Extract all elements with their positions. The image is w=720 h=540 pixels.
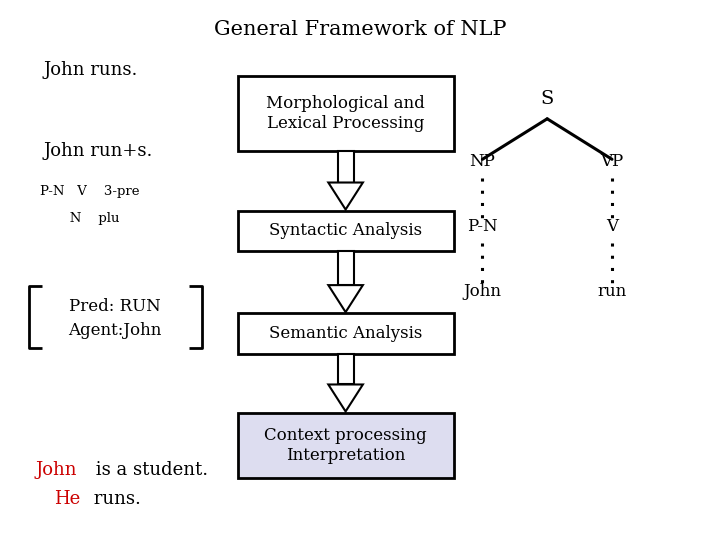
Text: P-N   V    3-pre: P-N V 3-pre <box>40 185 139 198</box>
Text: John: John <box>36 461 78 479</box>
FancyBboxPatch shape <box>338 251 354 285</box>
Text: Syntactic Analysis: Syntactic Analysis <box>269 222 422 239</box>
FancyBboxPatch shape <box>238 76 454 151</box>
FancyBboxPatch shape <box>338 151 354 183</box>
Text: P-N: P-N <box>467 218 498 235</box>
Polygon shape <box>328 384 363 411</box>
Text: General Framework of NLP: General Framework of NLP <box>214 20 506 39</box>
Text: John run+s.: John run+s. <box>43 142 153 160</box>
Text: is a student.: is a student. <box>89 461 207 479</box>
Text: Semantic Analysis: Semantic Analysis <box>269 325 423 342</box>
Text: V: V <box>606 218 618 235</box>
Text: runs.: runs. <box>88 490 140 509</box>
Text: Context processing
Interpretation: Context processing Interpretation <box>264 427 427 464</box>
Text: S: S <box>541 90 554 108</box>
Polygon shape <box>328 183 363 210</box>
Polygon shape <box>328 285 363 312</box>
Text: VP: VP <box>600 153 624 170</box>
FancyBboxPatch shape <box>238 313 454 354</box>
Text: N    plu: N plu <box>40 212 119 225</box>
Text: NP: NP <box>469 153 495 170</box>
Text: run: run <box>598 283 626 300</box>
FancyBboxPatch shape <box>238 211 454 251</box>
FancyBboxPatch shape <box>238 413 454 478</box>
Text: Agent:John: Agent:John <box>68 322 162 340</box>
Text: John: John <box>464 283 501 300</box>
Text: Pred: RUN: Pred: RUN <box>69 298 161 315</box>
Text: He: He <box>54 490 80 509</box>
Text: John runs.: John runs. <box>43 61 138 79</box>
FancyBboxPatch shape <box>338 354 354 384</box>
Text: Morphological and
Lexical Processing: Morphological and Lexical Processing <box>266 95 425 132</box>
